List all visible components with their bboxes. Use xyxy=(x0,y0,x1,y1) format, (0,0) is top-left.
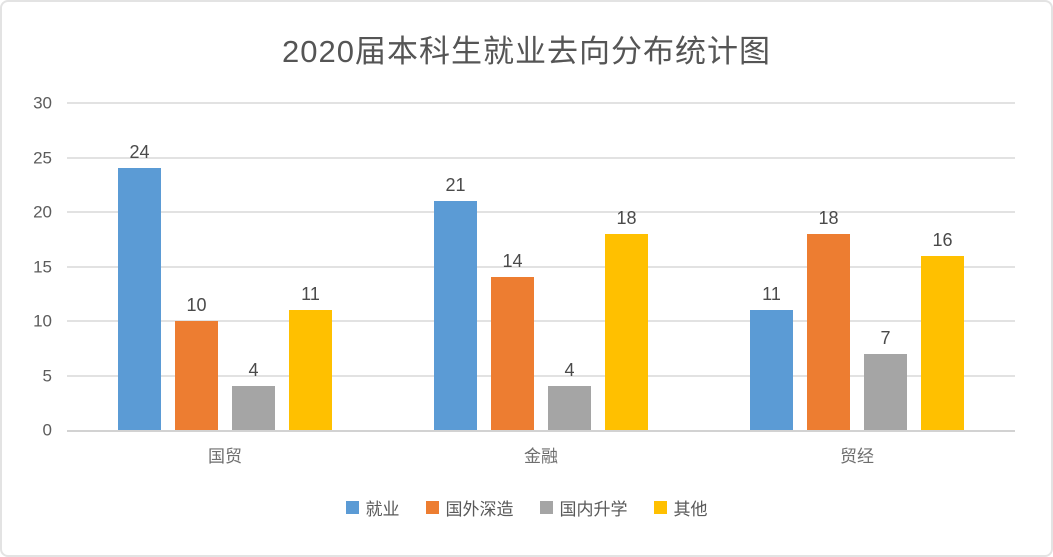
y-tick-30: 30 xyxy=(33,93,52,113)
x-axis-line xyxy=(67,430,1015,432)
gridline-25 xyxy=(67,156,1015,159)
gridline-15 xyxy=(67,265,1015,268)
bar-value-label: 21 xyxy=(445,175,466,196)
bar-其他-国贸: 11 xyxy=(289,285,332,430)
gridline-10 xyxy=(67,320,1015,323)
legend-swatch-icon xyxy=(653,501,667,514)
y-tick-0: 0 xyxy=(42,420,52,440)
bar-其他-贸经: 16 xyxy=(921,231,964,430)
y-tick-15: 15 xyxy=(33,257,52,276)
plot-area: 24 10 4 11 21 14 4 18 11 18 7 16 xyxy=(67,102,1015,432)
gridline-5 xyxy=(67,374,1015,377)
gridlines xyxy=(67,102,1015,430)
bar-国外深造-国贸: 10 xyxy=(175,296,218,430)
legend-item-其他: 其他 xyxy=(653,495,708,520)
bar-国内升学-贸经: 7 xyxy=(864,329,907,430)
bar-groups: 24 10 4 11 21 14 4 18 11 18 7 16 xyxy=(67,103,1015,430)
bar-group-金融: 21 14 4 18 xyxy=(383,103,699,430)
bar-value-label: 18 xyxy=(616,207,637,228)
bar-value-label: 18 xyxy=(818,207,839,228)
bar-value-label: 14 xyxy=(502,251,523,272)
bar-value-label: 4 xyxy=(248,360,259,381)
legend-swatch-icon xyxy=(539,501,553,514)
x-tick-金融: 金融 xyxy=(524,447,558,466)
bar-其他-金融: 18 xyxy=(605,209,648,430)
bar-国内升学-金融: 4 xyxy=(548,361,591,430)
x-tick-贸经: 贸经 xyxy=(840,447,874,466)
bar-value-label: 24 xyxy=(129,142,150,163)
y-tick-20: 20 xyxy=(33,202,52,222)
legend-swatch-icon xyxy=(345,501,359,514)
bar-value-label: 11 xyxy=(301,284,320,305)
legend: 就业 国外深造 国内升学 其他 xyxy=(2,495,1051,520)
gridline-20 xyxy=(67,211,1015,214)
bar-国外深造-贸经: 18 xyxy=(807,209,850,430)
legend-item-国内升学: 国内升学 xyxy=(539,495,628,520)
bar-value-label: 16 xyxy=(932,229,953,250)
legend-swatch-icon xyxy=(425,501,439,514)
y-tick-5: 5 xyxy=(42,366,52,385)
bar-value-label: 7 xyxy=(880,327,891,348)
legend-label: 其他 xyxy=(673,500,708,519)
legend-item-就业: 就业 xyxy=(345,495,400,520)
bar-国外深造-金融: 14 xyxy=(491,252,534,430)
bar-group-贸经: 11 18 7 16 xyxy=(699,103,1015,430)
bar-value-label: 11 xyxy=(762,284,781,305)
bar-value-label: 10 xyxy=(186,295,207,315)
x-axis-labels: 国贸 金融 贸经 xyxy=(67,442,1015,467)
chart-title: 2020届本科生就业去向分布统计图 xyxy=(282,34,771,69)
legend-label: 国外深造 xyxy=(445,500,514,519)
y-tick-25: 25 xyxy=(33,148,52,167)
y-tick-10: 10 xyxy=(33,311,52,331)
legend-item-国外深造: 国外深造 xyxy=(425,495,514,520)
bar-group-国贸: 24 10 4 11 xyxy=(67,103,383,430)
bar-就业-国贸: 24 xyxy=(118,143,161,430)
gridline-30 xyxy=(67,102,1015,104)
x-tick-国贸: 国贸 xyxy=(208,447,242,466)
bar-国内升学-国贸: 4 xyxy=(232,361,275,430)
bar-就业-金融: 21 xyxy=(434,176,477,430)
y-axis-labels: 0 5 10 15 20 25 30 xyxy=(12,95,52,439)
bar-value-label: 4 xyxy=(564,360,575,381)
bar-就业-贸经: 11 xyxy=(750,285,793,430)
legend-label: 国内升学 xyxy=(559,500,628,519)
legend-label: 就业 xyxy=(365,500,400,519)
